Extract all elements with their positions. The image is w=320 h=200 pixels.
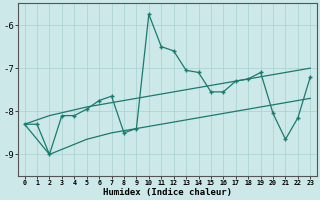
X-axis label: Humidex (Indice chaleur): Humidex (Indice chaleur) xyxy=(103,188,232,197)
